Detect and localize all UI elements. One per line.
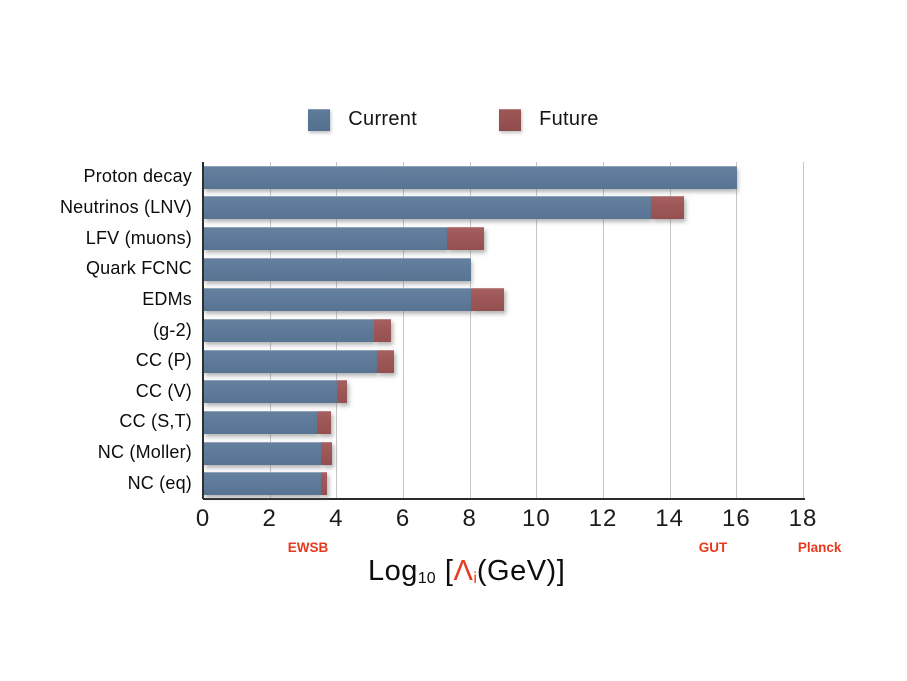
x-tick-label-8: 8 [462,505,477,532]
category-label: NC (eq) [127,472,192,493]
xtitle-log-subscript: 10 [417,569,436,587]
bar-future-9 [320,441,333,465]
category-label: Neutrinos (LNV) [59,196,192,217]
x-axis-title: Log10 [Λi(GeV)] [368,555,565,588]
gridline-x-6 [403,162,404,499]
bar-current-3 [204,257,471,281]
bar-future-4 [470,288,504,312]
x-tick-label-0: 0 [195,505,211,532]
category-label: CC (S,T) [119,411,192,432]
gridline-x-10 [536,162,538,499]
bar-future-10 [320,472,328,496]
future-color-swatch [499,108,522,131]
bar-current-7 [204,380,338,404]
legend-item-future: Future [499,108,599,131]
x-tick-label-6: 6 [395,505,411,532]
bar-current-6 [204,349,378,373]
y-axis-line [202,162,204,499]
x-tick-label-2: 2 [262,505,277,532]
bar-future-6 [377,349,394,373]
gridline-x-14 [669,162,671,499]
category-label: Proton decay [83,166,192,187]
xtitle-lambda: Λ [453,555,474,587]
gridline-x-8 [469,162,471,499]
category-label: LFV (muons) [85,227,192,248]
annotation-ewsb: EWSB [287,540,329,555]
category-label: (g-2) [152,319,192,340]
xtitle-gev: (GeV)] [476,555,566,587]
legend-label-future: Future [539,108,599,130]
plot-area [202,162,805,500]
x-axis-line [203,498,805,500]
gridline-x-12 [603,162,604,499]
bar-current-0 [204,165,738,189]
bar-future-8 [317,410,331,434]
x-tick-label-12: 12 [588,505,618,532]
bar-future-7 [337,380,348,404]
x-tick-label-16: 16 [721,505,751,532]
xtitle-open-bracket: [ [444,555,454,587]
bar-current-1 [204,196,651,220]
gridline-x-16 [736,162,738,499]
bar-current-5 [204,319,374,342]
category-label: Quark FCNC [85,258,192,279]
xtitle-log: Log [368,555,418,587]
bar-current-8 [204,410,318,434]
legend-item-current: Current [308,108,417,131]
bar-current-10 [204,472,321,496]
annotation-gut: GUT [698,540,728,555]
category-label: NC (Moller) [97,442,192,463]
gridline-x-18 [803,162,804,499]
x-tick-label-14: 14 [655,505,685,532]
current-color-swatch [308,108,331,131]
category-label: EDMs [142,288,192,309]
category-label: CC (V) [135,380,192,401]
category-label: CC (P) [135,350,192,371]
bar-future-1 [650,196,684,220]
bar-current-4 [204,288,471,312]
bar-current-2 [204,227,448,251]
xtitle-lambda-subscript: i [473,569,477,587]
x-tick-label-10: 10 [521,505,551,532]
legend-label-current: Current [348,108,418,130]
annotation-planck: Planck [797,540,842,555]
bar-future-2 [447,227,484,251]
x-tick-label-18: 18 [788,505,818,532]
chart-legend: Current Future [0,108,907,131]
bar-current-9 [204,441,321,465]
x-tick-label-4: 4 [329,505,344,532]
bar-future-5 [374,319,391,342]
